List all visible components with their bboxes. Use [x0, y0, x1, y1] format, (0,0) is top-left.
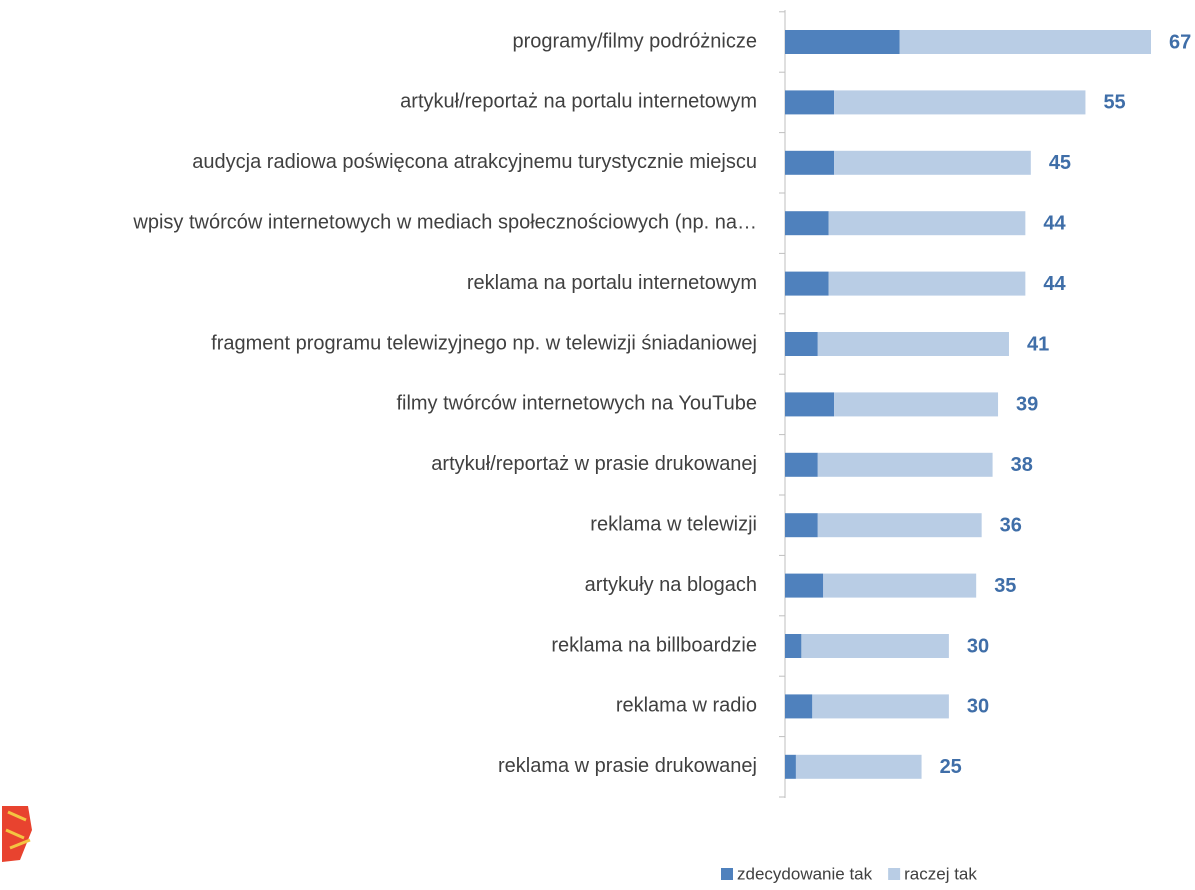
- bar-segment: [900, 30, 1151, 54]
- bar-segment: [829, 272, 1026, 296]
- category-label: artykuł/reportaż w prasie drukowanej: [431, 453, 757, 475]
- bar-segment: [785, 332, 818, 356]
- chart: programy/filmy podróżnicze 67 artykuł/repo…: [0, 0, 1195, 885]
- total-label: 44: [1043, 273, 1066, 295]
- bar-segment: [834, 151, 1031, 175]
- category-label: artykuł/reportaż na portalu internetowym: [400, 91, 757, 113]
- bar-segment: [829, 211, 1026, 235]
- bar-segment: [785, 453, 818, 477]
- bar-segment: [785, 513, 818, 537]
- bar-segment: [834, 90, 1085, 114]
- category-label: reklama w telewizji: [590, 513, 757, 535]
- total-label: 55: [1103, 92, 1125, 114]
- category-label: audycja radiowa poświęcona atrakcyjnemu …: [192, 151, 757, 173]
- bar-segment: [785, 755, 796, 779]
- category-label: programy/filmy podróżnicze: [512, 30, 757, 52]
- bar-segment: [818, 453, 993, 477]
- legend-label: raczej tak: [904, 864, 977, 883]
- bar-segment: [785, 211, 829, 235]
- bar-segment: [785, 634, 801, 658]
- total-label: 67: [1169, 31, 1191, 53]
- total-label: 30: [967, 696, 989, 718]
- legend-swatch: [721, 868, 733, 880]
- total-label: 38: [1011, 454, 1033, 476]
- bar-segment: [823, 574, 976, 598]
- legend-label: zdecydowanie tak: [737, 864, 873, 883]
- total-label: 44: [1043, 212, 1066, 234]
- total-label: 35: [994, 575, 1016, 597]
- total-label: 25: [940, 756, 962, 778]
- total-label: 39: [1016, 394, 1038, 416]
- total-label: 41: [1027, 333, 1049, 355]
- bar-segment: [834, 392, 998, 416]
- category-label: reklama w prasie drukowanej: [498, 755, 757, 777]
- total-label: 45: [1049, 152, 1071, 174]
- bar-segment: [812, 694, 949, 718]
- category-label: reklama na billboardzie: [551, 634, 757, 656]
- bar-segment: [785, 30, 900, 54]
- bar-segment: [796, 755, 922, 779]
- logo: [2, 806, 32, 862]
- legend-swatch: [888, 868, 900, 880]
- category-label: reklama na portalu internetowym: [467, 272, 757, 294]
- total-label: 30: [967, 635, 989, 657]
- bar-segment: [818, 513, 982, 537]
- category-label: artykuły na blogach: [585, 574, 757, 596]
- category-label: reklama w radio: [616, 695, 757, 717]
- bar-segment: [801, 634, 948, 658]
- category-label: wpisy twórców internetowych w mediach sp…: [132, 211, 757, 233]
- bar-segment: [785, 272, 829, 296]
- bar-segment: [785, 392, 834, 416]
- bar-segment: [785, 694, 812, 718]
- total-label: 36: [1000, 514, 1022, 536]
- category-label: filmy twórców internetowych na YouTube: [396, 393, 757, 415]
- bar-segment: [818, 332, 1009, 356]
- bar-segment: [785, 90, 834, 114]
- bar-segment: [785, 151, 834, 175]
- category-label: fragment programu telewizyjnego np. w te…: [211, 332, 757, 354]
- bar-segment: [785, 574, 823, 598]
